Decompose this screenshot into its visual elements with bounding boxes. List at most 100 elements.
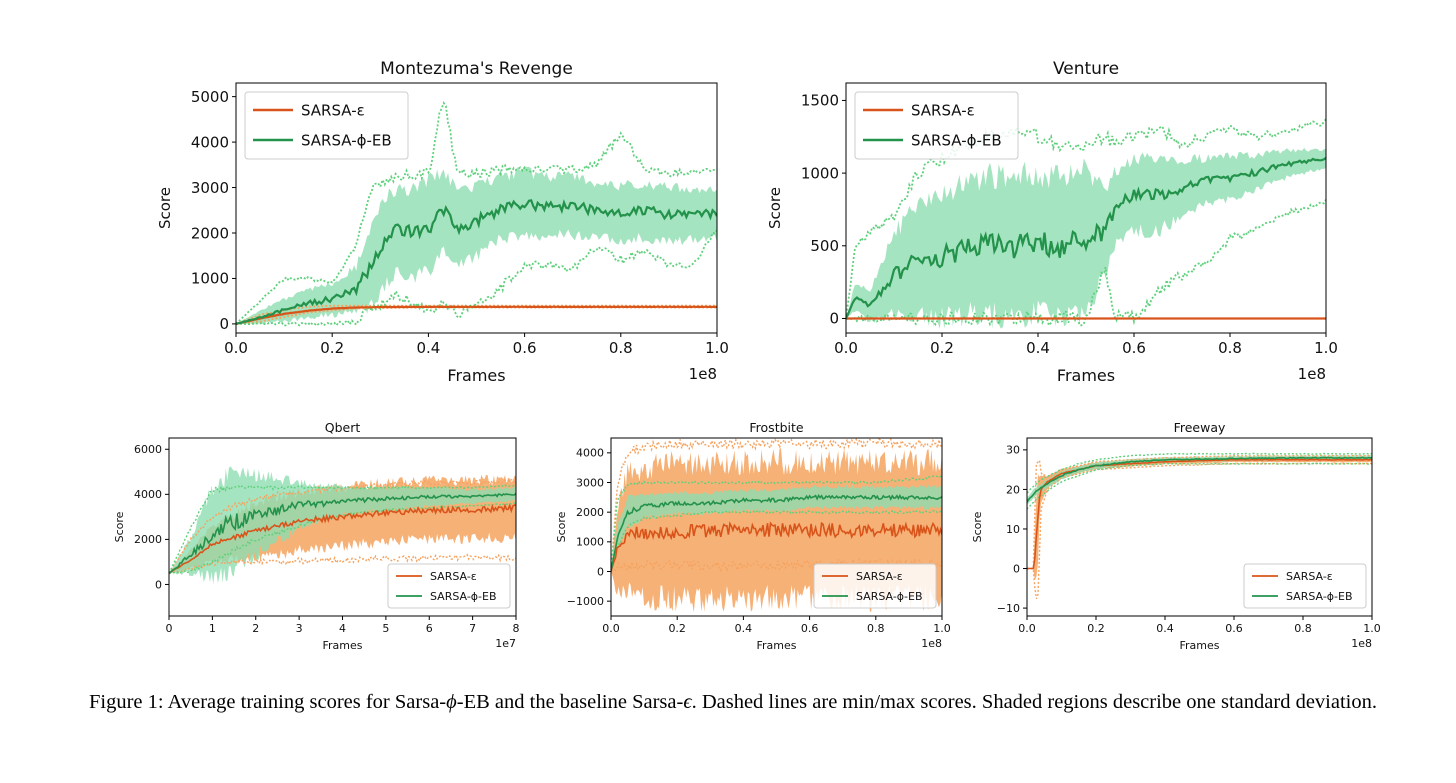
x-tick-label: 0.8 xyxy=(1294,622,1312,635)
mean-line-series-2 xyxy=(611,493,942,572)
y-axis-label: Score xyxy=(971,511,984,542)
plot-area xyxy=(1027,452,1372,600)
legend-box xyxy=(244,91,409,160)
std-band-series-2 xyxy=(169,466,516,585)
x-tick-label: 0.4 xyxy=(1026,339,1050,357)
y-tick-label: 0 xyxy=(155,578,162,591)
mean-line-series-2 xyxy=(846,156,1326,319)
legend-box xyxy=(813,563,937,609)
y-tick-label: 20 xyxy=(1006,483,1020,496)
max-line-series-2 xyxy=(1027,452,1372,494)
plot-area xyxy=(169,466,516,585)
caption-part-3: . Dashed lines are min/max scores. Shade… xyxy=(691,691,1377,713)
y-tick-label: 4000 xyxy=(134,488,162,501)
plot-frame xyxy=(610,437,943,617)
y-tick-label: 4000 xyxy=(576,447,604,460)
legend: SARSA-ε SARSA-ϕ-EB xyxy=(813,563,937,609)
chart-title: Frostbite xyxy=(749,420,804,435)
legend: SARSA-ε SARSA-ϕ-EB xyxy=(854,91,1019,160)
legend-label-series-2: SARSA-ϕ-EB xyxy=(301,131,392,149)
x-axis-multiplier: 1e7 xyxy=(495,637,516,650)
x-tick-label: 0.4 xyxy=(416,339,440,357)
mean-line-series-1 xyxy=(169,503,516,574)
max-line-series-1 xyxy=(1027,454,1372,570)
x-tick-label: 0.2 xyxy=(1087,622,1105,635)
y-tick-label: 4000 xyxy=(191,133,229,151)
x-tick-label: 0.8 xyxy=(609,339,633,357)
min-line-series-1 xyxy=(236,306,717,325)
y-tick-label: 2000 xyxy=(576,506,604,519)
y-axis-label: Score xyxy=(113,511,126,542)
x-tick-label: 0 xyxy=(166,622,173,635)
legend-label-series-1: SARSA-ε xyxy=(430,570,477,583)
plot-area xyxy=(846,118,1326,329)
x-tick-label: 0.2 xyxy=(668,622,686,635)
y-axis-label: Score xyxy=(156,187,174,229)
chart-title: Qbert xyxy=(325,420,361,435)
x-axis-label: Frames xyxy=(1057,366,1115,385)
x-tick-label: 0.2 xyxy=(320,339,344,357)
max-line-series-1 xyxy=(611,438,942,572)
caption-part-2: -EB and the baseline Sarsa- xyxy=(456,691,684,713)
chart-title: Montezuma's Revenge xyxy=(380,59,573,79)
legend: SARSA-ε SARSA-ϕ-EB xyxy=(1243,563,1367,609)
y-axis-label: Score xyxy=(555,511,568,542)
min-line-series-1 xyxy=(1027,462,1372,600)
x-tick-label: 0.8 xyxy=(1218,339,1242,357)
y-tick-label: 0 xyxy=(219,315,229,333)
y-tick-label: −1000 xyxy=(567,595,604,608)
x-tick-label: 0.0 xyxy=(1018,622,1036,635)
max-line-series-2 xyxy=(236,101,717,325)
plot-frame xyxy=(235,82,718,334)
x-tick-label: 7 xyxy=(469,622,476,635)
panel-freeway: 0.0 0.2 0.4 0.6 0.8 1.0 −10 0 10 20 30 Freeway Frame… xyxy=(971,420,1381,652)
legend-label-series-2: SARSA-ϕ-EB xyxy=(911,131,1002,149)
mean-line-series-2 xyxy=(1027,456,1372,503)
x-tick-label: 0.4 xyxy=(1156,622,1174,635)
x-tick-label: 0.4 xyxy=(735,622,753,635)
x-tick-label: 5 xyxy=(382,622,389,635)
mean-line-series-1 xyxy=(611,521,942,572)
x-tick-label: 0.6 xyxy=(513,339,537,357)
y-tick-label: 30 xyxy=(1006,444,1020,457)
legend-label-series-1: SARSA-ε xyxy=(911,101,975,119)
x-axis-label: Frames xyxy=(756,639,796,652)
y-tick-label: 5000 xyxy=(191,88,229,106)
x-axis-multiplier: 1e8 xyxy=(1351,637,1372,650)
legend-label-series-2: SARSA-ϕ-EB xyxy=(1286,590,1353,603)
y-tick-label: −10 xyxy=(997,602,1020,615)
panel-montezuma: 0.0 0.2 0.4 0.6 0.8 1.0 0 1000 2000 3000 4000 5000 M… xyxy=(156,59,729,385)
caption-part-1: Figure 1: Average training scores for Sa… xyxy=(89,691,447,713)
y-tick-label: 1000 xyxy=(191,270,229,288)
y-tick-label: 1500 xyxy=(801,92,839,110)
plot-frame xyxy=(1026,437,1373,617)
legend-label-series-2: SARSA-ϕ-EB xyxy=(430,590,497,603)
x-tick-label: 0.2 xyxy=(930,339,954,357)
y-axis-label: Score xyxy=(766,187,784,229)
y-tick-label: 3000 xyxy=(576,476,604,489)
y-tick-label: 1000 xyxy=(801,164,839,182)
mean-line-series-2 xyxy=(236,199,717,325)
x-tick-label: 4 xyxy=(339,622,346,635)
plot-area xyxy=(236,101,717,327)
caption-phi: ϕ xyxy=(446,691,457,713)
figure-caption: Figure 1: Average training scores for Sa… xyxy=(89,690,1409,714)
y-tick-label: 3000 xyxy=(191,179,229,197)
chart-title: Freeway xyxy=(1174,420,1226,435)
y-tick-label: 2000 xyxy=(191,224,229,242)
panel-venture: 0.0 0.2 0.4 0.6 0.8 1.0 0 500 1000 1500 Venture Fra… xyxy=(766,59,1338,385)
legend: SARSA-ε SARSA-ϕ-EB xyxy=(244,91,409,160)
x-axis-multiplier: 1e8 xyxy=(1298,365,1326,383)
x-tick-label: 3 xyxy=(296,622,303,635)
x-tick-label: 1.0 xyxy=(1363,622,1381,635)
mean-line-series-1 xyxy=(236,305,717,325)
x-axis-multiplier: 1e8 xyxy=(689,365,717,383)
plot-frame xyxy=(845,82,1327,334)
std-band-series-2 xyxy=(611,484,942,572)
legend-label-series-1: SARSA-ε xyxy=(301,101,365,119)
legend-box xyxy=(854,91,1019,160)
x-tick-label: 0.6 xyxy=(1122,339,1146,357)
y-tick-label: 10 xyxy=(1006,523,1020,536)
min-line-series-2 xyxy=(611,510,942,572)
panel-frostbite: 0.0 0.2 0.4 0.6 0.8 1.0 −1000 0 1000 2000 3000 4000… xyxy=(555,420,951,652)
